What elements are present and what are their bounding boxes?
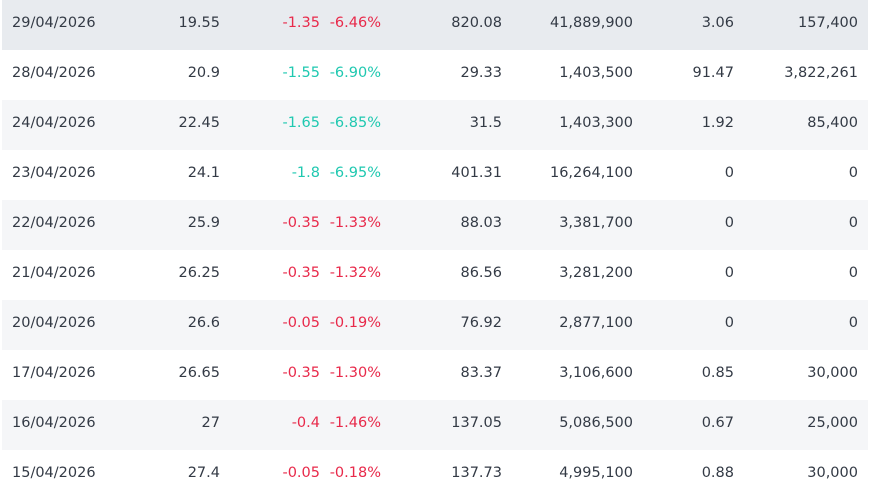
change-percent: -6.46%: [329, 15, 381, 31]
table-row[interactable]: 23/04/2026 24.1 -1.8 -6.95% 401.31 16,264,100…: [2, 150, 868, 200]
ratio: 0: [724, 265, 734, 281]
change: -1.35: [282, 15, 320, 31]
value: 401.31: [451, 165, 502, 181]
volume: 3,381,700: [559, 215, 633, 231]
date: 16/04/2026: [12, 415, 96, 431]
price: 25.9: [187, 215, 220, 231]
date: 24/04/2026: [12, 115, 96, 131]
quantity: 30,000: [807, 465, 858, 481]
price: 26.6: [187, 315, 220, 331]
date: 23/04/2026: [12, 165, 96, 181]
date: 28/04/2026: [12, 65, 96, 81]
date: 21/04/2026: [12, 265, 96, 281]
change-percent: -0.19%: [329, 315, 381, 331]
volume: 1,403,500: [559, 65, 633, 81]
quantity: 85,400: [807, 115, 858, 131]
change: -0.35: [282, 215, 320, 231]
quantity: 0: [848, 215, 858, 231]
change-percent: -6.90%: [329, 65, 381, 81]
table-row[interactable]: 16/04/2026 27 -0.4 -1.46% 137.05 5,086,500 0.6…: [2, 400, 868, 450]
change-percent: -1.46%: [329, 415, 381, 431]
change: -0.05: [282, 465, 320, 481]
change: -0.35: [282, 265, 320, 281]
table-row[interactable]: 20/04/2026 26.6 -0.05 -0.19% 76.92 2,877,100 0…: [2, 300, 868, 350]
value: 76.92: [460, 315, 502, 331]
date: 29/04/2026: [12, 15, 96, 31]
change-percent: -1.30%: [329, 365, 381, 381]
volume: 3,106,600: [559, 365, 633, 381]
change: -0.35: [282, 365, 320, 381]
ratio: 0: [724, 165, 734, 181]
change: -0.4: [291, 415, 320, 431]
quantity: 0: [848, 315, 858, 331]
ratio: 91.47: [692, 65, 734, 81]
volume: 4,995,100: [559, 465, 633, 481]
value: 31.5: [469, 115, 502, 131]
ratio: 0.88: [701, 465, 734, 481]
value: 137.73: [451, 465, 502, 481]
table-row[interactable]: 21/04/2026 26.25 -0.35 -1.32% 86.56 3,281,200…: [2, 250, 868, 300]
quantity: 0: [848, 265, 858, 281]
change-percent: -1.33%: [329, 215, 381, 231]
price: 26.65: [178, 365, 220, 381]
price: 26.25: [178, 265, 220, 281]
price: 19.55: [178, 15, 220, 31]
change: -1.55: [282, 65, 320, 81]
value: 820.08: [451, 15, 502, 31]
date: 20/04/2026: [12, 315, 96, 331]
ratio: 1.92: [701, 115, 734, 131]
price: 27: [201, 415, 220, 431]
change-percent: -6.85%: [329, 115, 381, 131]
change: -1.8: [291, 165, 320, 181]
table-row[interactable]: 28/04/2026 20.9 -1.55 -6.90% 29.33 1,403,500 9…: [2, 50, 868, 100]
quantity: 30,000: [807, 365, 858, 381]
ratio: 3.06: [701, 15, 734, 31]
history-table: 29/04/2026 19.55 -1.35 -6.46% 820.08 41,889,9…: [2, 0, 871, 495]
ratio: 0.67: [701, 415, 734, 431]
change: -1.65: [282, 115, 320, 131]
ratio: 0.85: [701, 365, 734, 381]
ratio: 0: [724, 315, 734, 331]
price: 27.4: [187, 465, 220, 481]
volume: 16,264,100: [549, 165, 633, 181]
table-row[interactable]: 29/04/2026 19.55 -1.35 -6.46% 820.08 41,889,9…: [2, 0, 868, 50]
value: 88.03: [460, 215, 502, 231]
volume: 2,877,100: [559, 315, 633, 331]
table-row[interactable]: 24/04/2026 22.45 -1.65 -6.85% 31.5 1,403,300 1…: [2, 100, 868, 150]
date: 15/04/2026: [12, 465, 96, 481]
value: 86.56: [460, 265, 502, 281]
volume: 3,281,200: [559, 265, 633, 281]
quantity: 3,822,261: [784, 65, 858, 81]
date: 17/04/2026: [12, 365, 96, 381]
price: 20.9: [187, 65, 220, 81]
volume: 41,889,900: [549, 15, 633, 31]
date: 22/04/2026: [12, 215, 96, 231]
value: 83.37: [460, 365, 502, 381]
change: -0.05: [282, 315, 320, 331]
value: 137.05: [451, 415, 502, 431]
change-percent: -0.18%: [329, 465, 381, 481]
quantity: 25,000: [807, 415, 858, 431]
change-percent: -6.95%: [329, 165, 381, 181]
ratio: 0: [724, 215, 734, 231]
price: 24.1: [187, 165, 220, 181]
volume: 5,086,500: [559, 415, 633, 431]
change-percent: -1.32%: [329, 265, 381, 281]
quantity: 157,400: [798, 15, 858, 31]
table-row[interactable]: 17/04/2026 26.65 -0.35 -1.30% 83.37 3,106,600…: [2, 350, 868, 400]
table-row[interactable]: 22/04/2026 25.9 -0.35 -1.33% 88.03 3,381,700 0…: [2, 200, 868, 250]
value: 29.33: [460, 65, 502, 81]
volume: 1,403,300: [559, 115, 633, 131]
table-row[interactable]: 15/04/2026 27.4 -0.05 -0.18% 137.73 4,995,100…: [2, 450, 868, 500]
price: 22.45: [178, 115, 220, 131]
quantity: 0: [848, 165, 858, 181]
